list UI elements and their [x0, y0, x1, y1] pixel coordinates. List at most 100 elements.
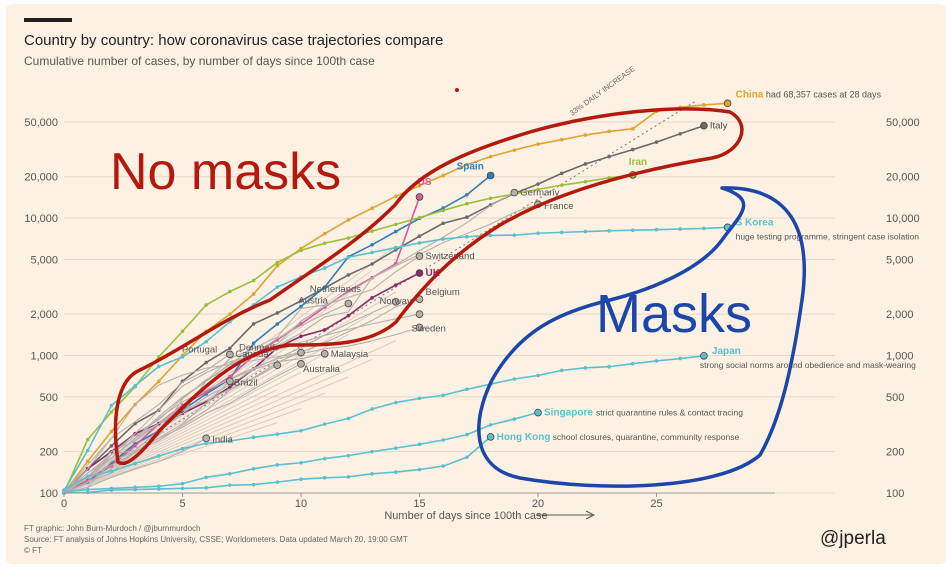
data-point-japan: [251, 435, 256, 440]
data-point-japan: [465, 387, 469, 392]
data-point-japan: [441, 393, 446, 398]
data-point-skorea: [133, 384, 137, 388]
data-point-japan: [512, 377, 517, 381]
data-point-hongkong: [228, 483, 232, 487]
end-point-netherlands: [391, 298, 400, 306]
series-label-uk: UK: [426, 268, 441, 279]
x-tick-label: 0: [61, 498, 67, 510]
reference-line-label: 33% DAILY INCREASE: [568, 64, 637, 117]
data-point-spain: [370, 243, 374, 247]
data-point-hongkong: [275, 480, 280, 484]
data-point-skorea: [702, 226, 706, 231]
data-point-italy: [275, 311, 280, 315]
series-label-switzerland: Switzerland: [426, 251, 475, 262]
end-point-singapore: [534, 408, 542, 417]
data-point-italy: [441, 221, 446, 226]
data-point-italy: [583, 162, 588, 166]
data-point-skorea: [346, 255, 351, 260]
x-tick-label: 15: [413, 498, 425, 510]
data-point-iran: [370, 229, 374, 233]
data-point-italy: [559, 171, 564, 176]
x-axis-arrow: [536, 510, 596, 520]
data-point-japan: [394, 400, 398, 405]
data-point-hongkong: [346, 475, 351, 479]
data-point-skorea: [488, 233, 493, 238]
end-point-hongkong: [486, 433, 495, 441]
data-point-skorea: [109, 403, 114, 408]
data-point-us: [133, 443, 137, 448]
background-trace: [63, 358, 278, 494]
data-point-italy: [631, 147, 635, 152]
series-line-portugal: [63, 353, 231, 494]
series-line-uk: [63, 272, 420, 494]
end-point-canada: [273, 361, 282, 370]
end-point-austria: [344, 299, 353, 308]
data-point-hongkong: [85, 490, 90, 495]
series-line-denmark: [63, 352, 302, 494]
data-point-china: [417, 183, 422, 188]
data-point-hongkong: [394, 470, 398, 474]
data-point-iran: [583, 179, 588, 184]
data-point-japan: [559, 368, 564, 373]
end-point-denmark: [297, 348, 305, 357]
data-point-singapore: [441, 438, 446, 442]
data-point-china: [607, 129, 611, 134]
masks-label: Masks: [596, 284, 752, 344]
end-point-norway: [415, 310, 424, 318]
data-point-hongkong: [157, 487, 161, 491]
y-tick-label-left: 200: [40, 447, 58, 459]
end-point-germany: [510, 188, 519, 197]
end-point-switzerland: [415, 252, 424, 260]
data-point-skorea: [322, 266, 327, 270]
series-label-brazil: Brazil: [234, 377, 258, 388]
data-point-iran: [180, 329, 185, 334]
series-note-japan: strong social norms around obedience and…: [700, 360, 916, 370]
chart-footer: FT graphic: John Burn-Murdoch / @jburnmu…: [24, 523, 408, 556]
data-point-italy: [251, 322, 256, 326]
end-point-india: [202, 434, 211, 443]
y-tick-label-left: 1,000: [30, 351, 58, 363]
background-trace: [63, 353, 325, 494]
data-point-iran: [228, 289, 232, 294]
data-point-china: [228, 312, 232, 316]
series-label-spain: Spain: [457, 161, 484, 172]
data-point-spain: [299, 304, 303, 309]
data-point-uk: [394, 283, 398, 287]
data-point-iran: [109, 410, 114, 414]
data-point-japan: [157, 454, 161, 458]
series-line-france: [63, 203, 539, 494]
ft-title-bar: [24, 18, 72, 22]
data-point-hongkong: [417, 467, 422, 472]
no-masks-label: No masks: [110, 143, 341, 201]
y-tick-label-left: 500: [40, 392, 58, 404]
masks-outline: [477, 186, 807, 488]
data-point-singapore: [465, 432, 469, 437]
background-trace: [63, 340, 397, 494]
data-point-uk: [228, 385, 232, 389]
data-point-hongkong: [133, 487, 137, 492]
end-point-uk: [415, 269, 424, 277]
data-point-china: [370, 206, 374, 210]
series-label-us: US: [418, 177, 432, 188]
data-point-japan: [654, 359, 659, 363]
data-point-skorea: [678, 227, 682, 231]
background-trace: [63, 392, 325, 494]
data-point-skorea: [607, 228, 611, 233]
series-line-india: [63, 437, 207, 494]
data-point-iran: [204, 303, 208, 307]
series-label-denmark: Denmark: [239, 343, 278, 354]
y-tick-label-left: 50,000: [24, 117, 58, 129]
series-label-france: France: [544, 201, 574, 212]
series-label-india: India: [212, 434, 233, 445]
data-point-japan: [536, 373, 540, 378]
series-label-china: China had 68,357 cases at 28 days: [736, 89, 882, 100]
data-point-singapore: [488, 423, 493, 427]
data-point-singapore: [228, 471, 232, 476]
data-point-iran: [441, 208, 446, 213]
data-point-skorea: [157, 364, 161, 369]
background-trace: [63, 408, 302, 494]
y-tick-label-right: 20,000: [886, 172, 920, 184]
data-point-china: [157, 379, 161, 384]
data-point-china: [512, 148, 517, 152]
annotation-dot: [455, 88, 459, 92]
